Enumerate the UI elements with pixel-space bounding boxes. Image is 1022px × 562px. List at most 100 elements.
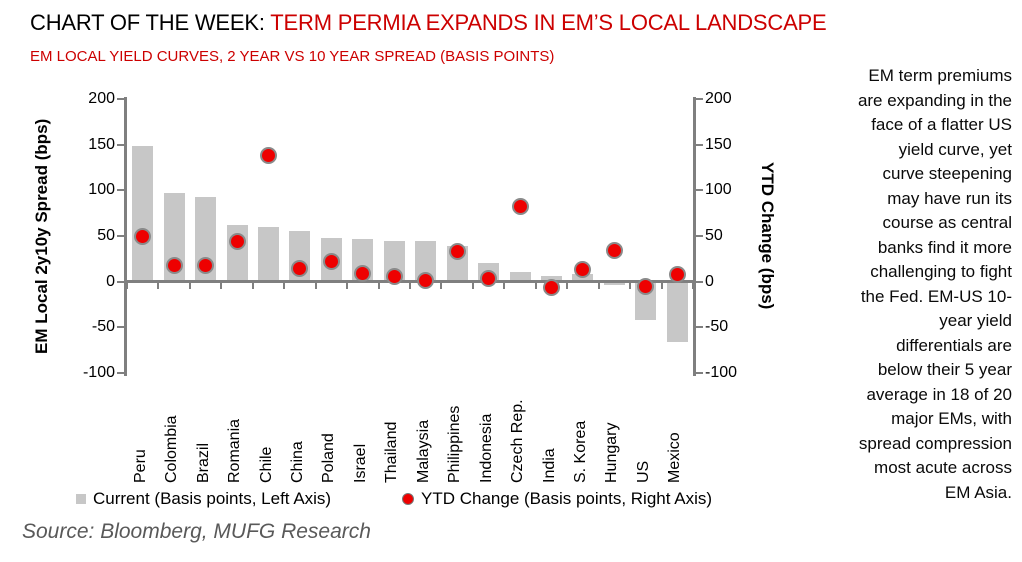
bar-hungary xyxy=(603,281,625,286)
x-label-chile: Chile xyxy=(257,446,275,483)
x-label-poland: Poland xyxy=(320,433,338,483)
x-label-india: India xyxy=(540,448,558,483)
legend-item-ytd-change: YTD Change (Basis points, Right Axis) xyxy=(402,489,712,509)
x-label-china: China xyxy=(288,441,306,483)
left-tick-mark xyxy=(117,372,124,374)
left-tick-label: 150 xyxy=(88,135,115,153)
right-axis-title: YTD Change (bps) xyxy=(758,162,777,310)
x-label-czech-rep-: Czech Rep. xyxy=(509,399,527,483)
right-tick-mark xyxy=(696,372,703,374)
left-axis-spine xyxy=(124,97,127,376)
ytd-dot-brazil xyxy=(197,256,215,274)
commentary-line: may have run its xyxy=(887,188,1012,208)
x-axis-tick xyxy=(188,283,191,290)
right-tick-label: 0 xyxy=(705,272,714,290)
right-tick-mark xyxy=(696,326,703,329)
ytd-dot-peru xyxy=(134,227,152,245)
ytd-dot-india xyxy=(543,278,560,296)
left-tick-label: -100 xyxy=(82,364,115,381)
commentary-text: EM term premiums are expanding in the face… xyxy=(798,64,1012,505)
left-tick-mark xyxy=(117,235,124,237)
left-tick-mark xyxy=(117,98,124,100)
right-tick-mark xyxy=(696,98,703,100)
commentary-line: differentials are xyxy=(896,335,1012,355)
bar-czech-rep- xyxy=(509,271,531,282)
x-label-indonesia: Indonesia xyxy=(477,413,495,483)
x-label-mexico: Mexico xyxy=(666,432,684,483)
x-label-malaysia: Malaysia xyxy=(414,419,432,483)
x-label-hungary: Hungary xyxy=(603,422,621,483)
right-tick-mark xyxy=(696,235,703,237)
x-axis-tick xyxy=(629,283,632,290)
commentary-line: year yield xyxy=(939,311,1012,330)
right-tick-label: 200 xyxy=(705,90,732,107)
commentary-line: EM term premiums xyxy=(868,66,1012,85)
plot-area xyxy=(124,99,696,373)
x-label-israel: Israel xyxy=(351,443,369,483)
ytd-dot-czech-rep- xyxy=(511,198,529,216)
ytd-dot-chile xyxy=(260,147,277,165)
commentary-line: the Fed. EM-US 10- xyxy=(860,286,1012,306)
x-label-colombia: Colombia xyxy=(163,415,181,483)
x-axis-tick xyxy=(314,283,317,290)
x-axis-tick xyxy=(692,283,694,290)
ytd-dot-mexico xyxy=(668,265,686,283)
x-label-s-korea: S. Korea xyxy=(571,420,589,483)
chart-subtitle: EM LOCAL YIELD CURVES, 2 YEAR VS 10 YEAR… xyxy=(30,48,555,65)
left-tick-mark xyxy=(117,189,124,192)
x-axis-tick xyxy=(346,283,349,290)
bar-s-korea xyxy=(572,274,594,282)
commentary-line: banks find it more xyxy=(877,237,1012,257)
legend-circle-marker-icon xyxy=(402,493,414,505)
commentary-line: are expanding in the xyxy=(857,90,1012,110)
x-axis-tick xyxy=(534,283,537,290)
legend-square-marker-icon xyxy=(76,494,86,504)
ytd-dot-hungary xyxy=(605,242,623,260)
x-axis-tick xyxy=(251,283,254,290)
x-label-philippines: Philippines xyxy=(446,405,464,483)
bar-malaysia xyxy=(415,241,437,282)
x-label-us: US xyxy=(634,460,652,483)
commentary-line: challenging to fight xyxy=(870,262,1012,281)
bar-mexico xyxy=(666,281,688,342)
commentary-line: curve steepening xyxy=(882,164,1012,183)
left-axis-title: EM Local 2y10y Spread (bps) xyxy=(32,118,51,354)
ytd-dot-china xyxy=(291,260,309,278)
legend-label: YTD Change (Basis points, Right Axis) xyxy=(421,489,713,508)
x-axis-tick xyxy=(157,283,160,290)
zero-baseline xyxy=(124,280,696,284)
title-highlight: TERM PERMIA EXPANDS IN EM’S LOCAL LANDSC… xyxy=(270,10,827,35)
right-tick-mark xyxy=(696,143,703,146)
left-tick-label: 50 xyxy=(97,227,115,244)
commentary-line: face of a flatter US xyxy=(871,115,1012,134)
left-tick-label: 200 xyxy=(88,90,115,107)
x-axis-tick xyxy=(503,283,506,290)
ytd-dot-poland xyxy=(322,253,340,271)
x-label-romania: Romania xyxy=(226,418,244,483)
left-tick-label: 0 xyxy=(106,272,115,290)
left-tick-mark xyxy=(117,326,124,329)
legend-item-current: Current (Basis points, Left Axis) xyxy=(76,489,331,509)
commentary-line: spread compression xyxy=(858,433,1012,453)
page-title: CHART OF THE WEEK: TERM PERMIA EXPANDS I… xyxy=(30,10,827,36)
commentary-line: most acute across xyxy=(874,458,1012,477)
left-tick-mark xyxy=(117,280,124,283)
right-tick-mark xyxy=(696,280,703,283)
x-axis-tick xyxy=(471,283,474,290)
x-axis-tick xyxy=(660,283,663,290)
commentary-line: yield curve, yet xyxy=(898,139,1012,159)
x-axis-tick xyxy=(409,283,411,290)
ytd-dot-us xyxy=(637,277,655,295)
commentary-line: average in 18 of 20 xyxy=(866,384,1012,404)
x-axis-tick xyxy=(440,283,443,290)
left-tick-label: -50 xyxy=(91,318,115,336)
ytd-dot-romania xyxy=(228,232,246,250)
ytd-dot-colombia xyxy=(165,256,183,274)
commentary-line: EM Asia. xyxy=(944,482,1012,502)
right-tick-label: -100 xyxy=(705,364,738,381)
x-label-brazil: Brazil xyxy=(194,442,212,483)
ytd-dot-israel xyxy=(354,264,372,282)
x-axis-tick xyxy=(377,283,380,290)
right-tick-label: 50 xyxy=(705,227,723,244)
